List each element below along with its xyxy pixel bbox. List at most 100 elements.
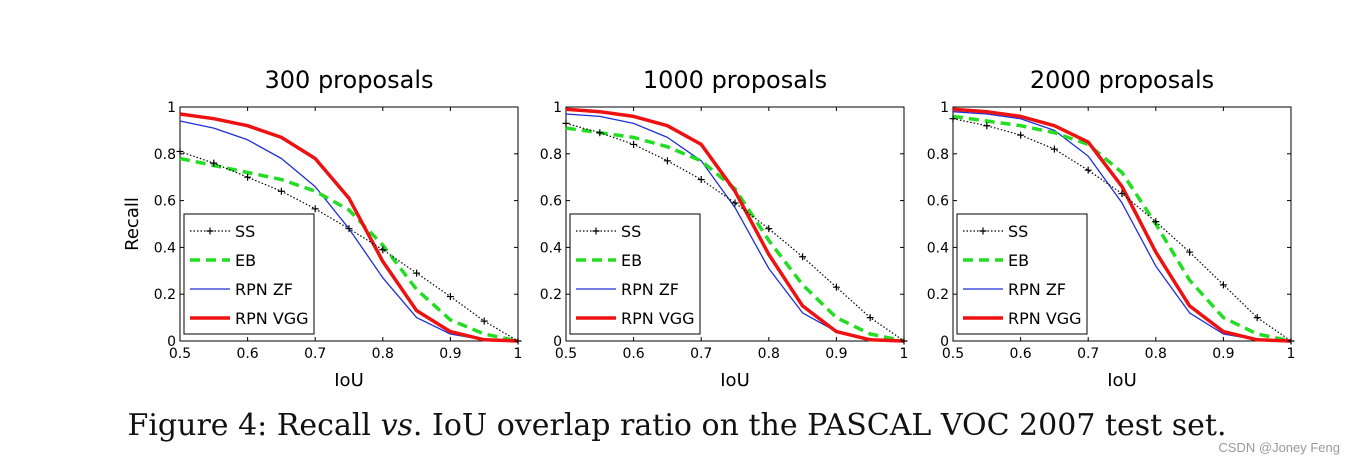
- chart-3-legend-label-ss: SS: [1008, 222, 1028, 241]
- chart-1-y-tick-label: 0: [167, 334, 176, 350]
- chart-1-legend-box: [183, 213, 315, 335]
- chart-1-legend-label-ss: SS: [235, 222, 255, 241]
- chart-1-y-tick-label: 0.4: [154, 240, 176, 256]
- chart-2-y-tick-label: 0.2: [540, 287, 562, 303]
- chart-2-series-ss-marker: [596, 129, 604, 137]
- chart-1-series-eb-line: [179, 156, 519, 343]
- chart-1-x-tick-label: 0.6: [236, 346, 258, 362]
- figure-caption: Figure 4: Recall vs. IoU overlap ratio o…: [0, 408, 1354, 443]
- chart-2-legend-box: [569, 213, 701, 335]
- chart-1-x-tick-label: 0.5: [169, 346, 191, 362]
- chart-2-x-tick-label: 0.9: [825, 346, 847, 362]
- chart-2-legend-label-rpn-vgg: RPN VGG: [621, 309, 695, 328]
- chart-2-y-tick-label: 0.8: [540, 147, 562, 163]
- chart-2-x-axis-label: IoU: [720, 370, 750, 391]
- chart-1-series-ss-marker: [514, 337, 522, 345]
- chart-3-x-tick-label: 0.7: [1077, 346, 1099, 362]
- chart-2-x-tick-label: 1: [900, 346, 909, 362]
- chart-2-legend-ss-marker: [592, 227, 600, 235]
- watermark-text: CSDN @Joney Feng: [1218, 440, 1340, 455]
- chart-2-y-tick-label: 1: [553, 100, 562, 116]
- chart-2-series-ss-marker: [866, 314, 874, 322]
- chart-3-y-tick-label: 0.6: [927, 194, 949, 210]
- chart-1-title: 300 proposals: [265, 66, 434, 94]
- chart-3-legend-box: [956, 213, 1088, 335]
- chart-1-y-tick-label: 0.2: [154, 287, 176, 303]
- chart-2-title: 1000 proposals: [643, 66, 827, 94]
- chart-3-series-ss-marker: [1152, 218, 1160, 226]
- chart-2-legend-label-ss: SS: [621, 222, 641, 241]
- chart-3-series-ss-marker: [1017, 131, 1025, 139]
- chart-1-series-ss-marker: [379, 246, 387, 254]
- chart-3-x-tick-label: 0.6: [1009, 346, 1031, 362]
- chart-1-x-tick-label: 1: [514, 346, 523, 362]
- chart-1-y-axis-label: Recall: [122, 197, 143, 251]
- chart-2-series-ss-marker: [731, 199, 739, 207]
- chart-2-series-ss-marker: [562, 119, 570, 127]
- caption-suffix: . IoU overlap ratio on the PASCAL VOC 20…: [412, 408, 1227, 443]
- chart-3-x-tick-label: 0.9: [1212, 346, 1234, 362]
- chart-2-series-ss-marker: [900, 337, 908, 345]
- chart-3-x-tick-label: 0.8: [1145, 346, 1167, 362]
- chart-2-series-ss-marker: [697, 176, 705, 184]
- figure-charts: 300 proposals 0.5 0.6 0.7 0.8 0.9 1 0 0.2 0.4 0.6 0…: [122, 66, 1296, 391]
- chart-1-legend-label-rpn-vgg: RPN VGG: [235, 309, 309, 328]
- chart-2-y-tick-label: 0.6: [540, 194, 562, 210]
- chart-1-series-ss-marker: [210, 159, 218, 167]
- chart-1-legend-label-rpn-zf: RPN ZF: [235, 280, 293, 299]
- chart-3-series-eb-line: [952, 114, 1292, 343]
- chart-2-legend-label-rpn-zf: RPN ZF: [621, 280, 679, 299]
- chart-2-axes-frame: [565, 106, 905, 342]
- chart-3-y-tick-label: 0.4: [927, 240, 949, 256]
- chart-3-series-ss-marker: [983, 122, 991, 130]
- chart-1-axes-frame: [179, 106, 519, 342]
- chart-3-series-ss-marker: [1186, 248, 1194, 256]
- chart-3-y-tick-label: 0.8: [927, 147, 949, 163]
- chart-2-x-tick-label: 0.7: [690, 346, 712, 362]
- chart-2-y-tick-label: 0.4: [540, 240, 562, 256]
- chart-2-legend-label-eb: EB: [621, 251, 642, 270]
- chart-2-y-tick-label: 0: [553, 334, 562, 350]
- chart-1-legend-ss-marker: [206, 227, 214, 235]
- chart-1-y-tick-label: 0.8: [154, 147, 176, 163]
- caption-vs: vs: [380, 408, 413, 443]
- chart-3-series-ss-marker: [949, 115, 957, 123]
- chart-1-series-ss-marker: [176, 147, 184, 155]
- chart-3-legend-label-rpn-vgg: RPN VGG: [1008, 309, 1082, 328]
- chart-3-series-ss-marker: [1118, 190, 1126, 198]
- chart-2-series-rpn-vgg-line: [565, 107, 905, 343]
- chart-3-legend-label-rpn-zf: RPN ZF: [1008, 280, 1066, 299]
- chart-1-x-tick-label: 0.7: [304, 346, 326, 362]
- chart-1-series-ss-marker: [345, 225, 353, 233]
- chart-3-series-ss-marker: [1253, 314, 1261, 322]
- chart-3-y-tick-label: 1: [940, 100, 949, 116]
- chart-3-legend-label-eb: EB: [1008, 251, 1029, 270]
- caption-prefix: Figure 4: Recall: [127, 408, 381, 443]
- chart-3-axes-frame: [952, 106, 1292, 342]
- chart-3-x-tick-label: 0.5: [942, 346, 964, 362]
- chart-1-series-ss-marker: [446, 293, 454, 301]
- chart-3-legend-ss-marker: [979, 227, 987, 235]
- chart-1-series-ss-marker: [311, 205, 319, 213]
- chart-3-series-rpn-vgg-line: [952, 107, 1292, 343]
- chart-2-series-ss-marker: [663, 157, 671, 165]
- chart-1-x-tick-label: 0.9: [439, 346, 461, 362]
- chart-3-title: 2000 proposals: [1030, 66, 1214, 94]
- chart-2-series-ss-marker: [630, 140, 638, 148]
- chart-3-x-tick-label: 1: [1287, 346, 1296, 362]
- chart-2-x-tick-label: 0.5: [555, 346, 577, 362]
- chart-3-series-ss-marker: [1219, 281, 1227, 289]
- chart-1-series-rpn-vgg-line: [179, 112, 519, 343]
- chart-2-x-tick-label: 0.8: [758, 346, 780, 362]
- chart-1-series-ss-marker: [480, 317, 488, 325]
- chart-1-series-ss-marker: [277, 187, 285, 195]
- chart-2-series-ss-marker: [832, 283, 840, 291]
- chart-2-series-ss-marker: [765, 225, 773, 233]
- chart-1-series-ss-marker: [413, 269, 421, 277]
- chart-3-series-ss-marker: [1287, 337, 1295, 345]
- chart-3-y-tick-label: 0: [940, 334, 949, 350]
- chart-1-y-tick-label: 0.6: [154, 194, 176, 210]
- chart-2-x-tick-label: 0.6: [622, 346, 644, 362]
- chart-1-legend-label-eb: EB: [235, 251, 256, 270]
- chart-1-x-tick-label: 0.8: [372, 346, 394, 362]
